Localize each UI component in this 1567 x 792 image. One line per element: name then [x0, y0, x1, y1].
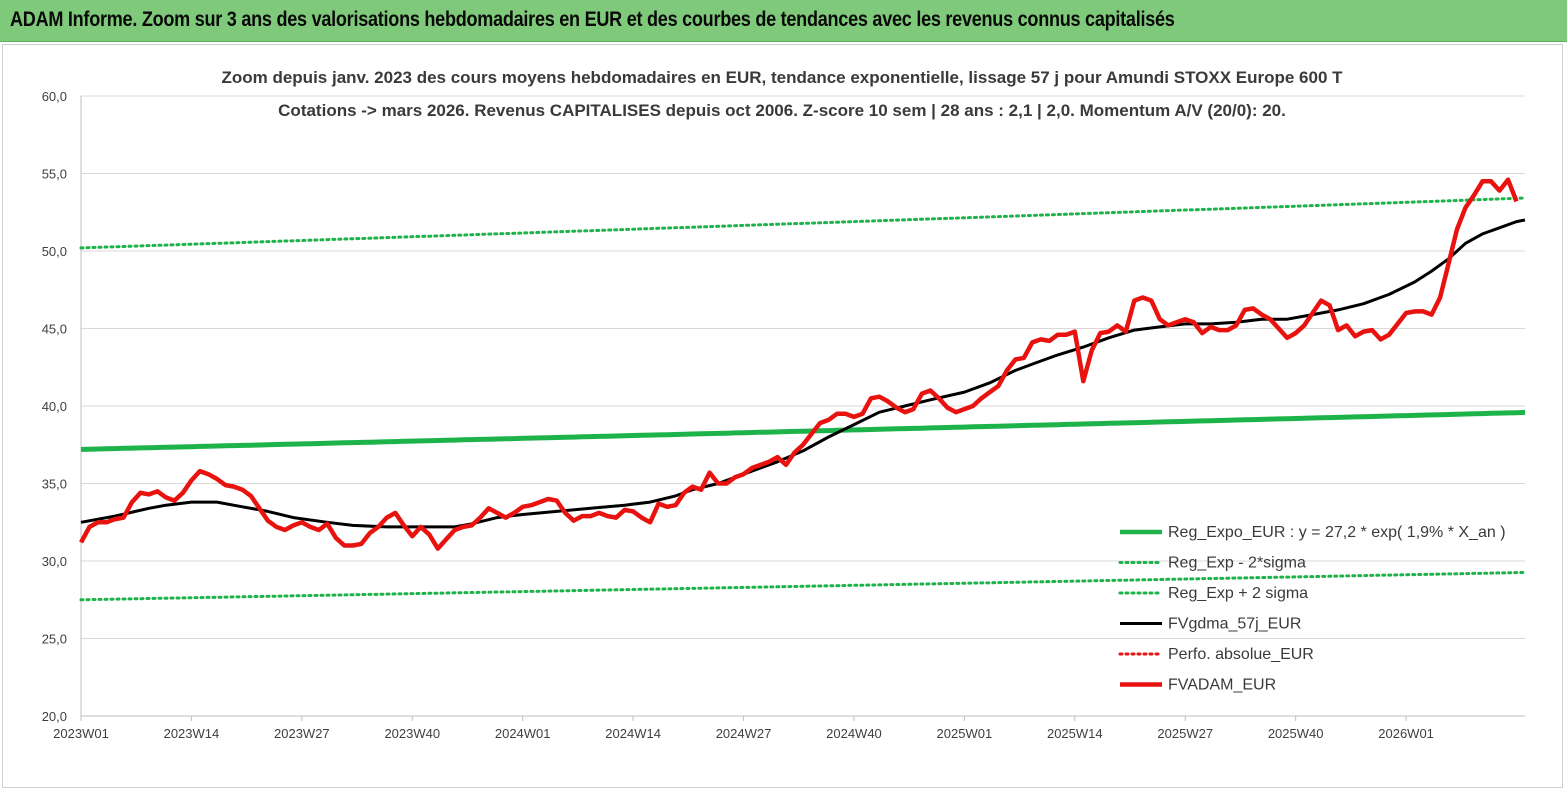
x-axis: 2023W01 2023W14 2023W27 2023W40 2024W01 2024W…	[53, 715, 1525, 741]
y-tick-label: 25,0	[42, 632, 67, 647]
x-tick-label: 2024W01	[495, 726, 551, 741]
legend: Reg_Expo_EUR : y = 27,2 * exp( 1,9% * X_…	[1118, 524, 1506, 694]
x-tick-label: 2024W27	[716, 726, 772, 741]
series-line-2	[79, 570, 1527, 602]
series-line-6	[79, 177, 1519, 551]
x-tick-label: 2024W14	[605, 726, 661, 741]
y-tick-label: 50,0	[42, 244, 67, 259]
chart-frame: Zoom depuis janv. 2023 des cours moyens …	[2, 44, 1563, 788]
x-tick-label: 2023W01	[53, 726, 109, 741]
series-line-1	[80, 409, 1526, 452]
y-tick-label: 55,0	[42, 167, 67, 182]
y-tick-label: 40,0	[42, 399, 67, 414]
legend-label-4: FVgdma_57j_EUR	[1168, 616, 1301, 633]
y-axis: 20,0 25,0 30,0 35,0 40,0 45,0 50,0 55,0 60,0	[42, 89, 82, 724]
header-bar: ADAM Informe. Zoom sur 3 ans des valoris…	[0, 0, 1567, 42]
y-tick-label: 20,0	[42, 709, 67, 724]
x-tick-label: 2025W27	[1157, 726, 1213, 741]
legend-label-3: Reg_Exp + 2 sigma	[1168, 585, 1308, 602]
gridlines	[81, 95, 1525, 717]
x-tick-label: 2026W01	[1378, 726, 1434, 741]
chart-title: Zoom depuis janv. 2023 des cours moyens …	[221, 68, 1343, 87]
legend-label-5: Perfo. absolue_EUR	[1168, 646, 1314, 663]
y-tick-label: 30,0	[42, 554, 67, 569]
x-tick-label: 2023W14	[164, 726, 220, 741]
legend-label-1: Reg_Expo_EUR : y = 27,2 * exp( 1,9% * X_…	[1168, 524, 1506, 541]
line-chart: Zoom depuis janv. 2023 des cours moyens …	[42, 68, 1527, 741]
y-tick-label: 45,0	[42, 322, 67, 337]
x-tick-label: 2025W01	[937, 726, 993, 741]
y-tick-label: 35,0	[42, 477, 67, 492]
report-title: ADAM Informe. Zoom sur 3 ans des valoris…	[10, 8, 1175, 31]
x-tick-label: 2023W27	[274, 726, 330, 741]
legend-label-6: FVADAM_EUR	[1168, 677, 1276, 694]
legend-label-2: Reg_Exp - 2*sigma	[1168, 555, 1306, 572]
x-tick-label: 2023W40	[384, 726, 440, 741]
series-line-3	[79, 196, 1527, 250]
chart-subtitle: Cotations -> mars 2026. Revenus CAPITALI…	[278, 101, 1286, 120]
x-tick-label: 2025W40	[1268, 726, 1324, 741]
x-tick-label: 2025W14	[1047, 726, 1103, 741]
y-tick-label: 60,0	[42, 89, 67, 104]
series-lines	[79, 177, 1527, 602]
series-line-4	[80, 218, 1526, 529]
x-tick-label: 2024W40	[826, 726, 882, 741]
